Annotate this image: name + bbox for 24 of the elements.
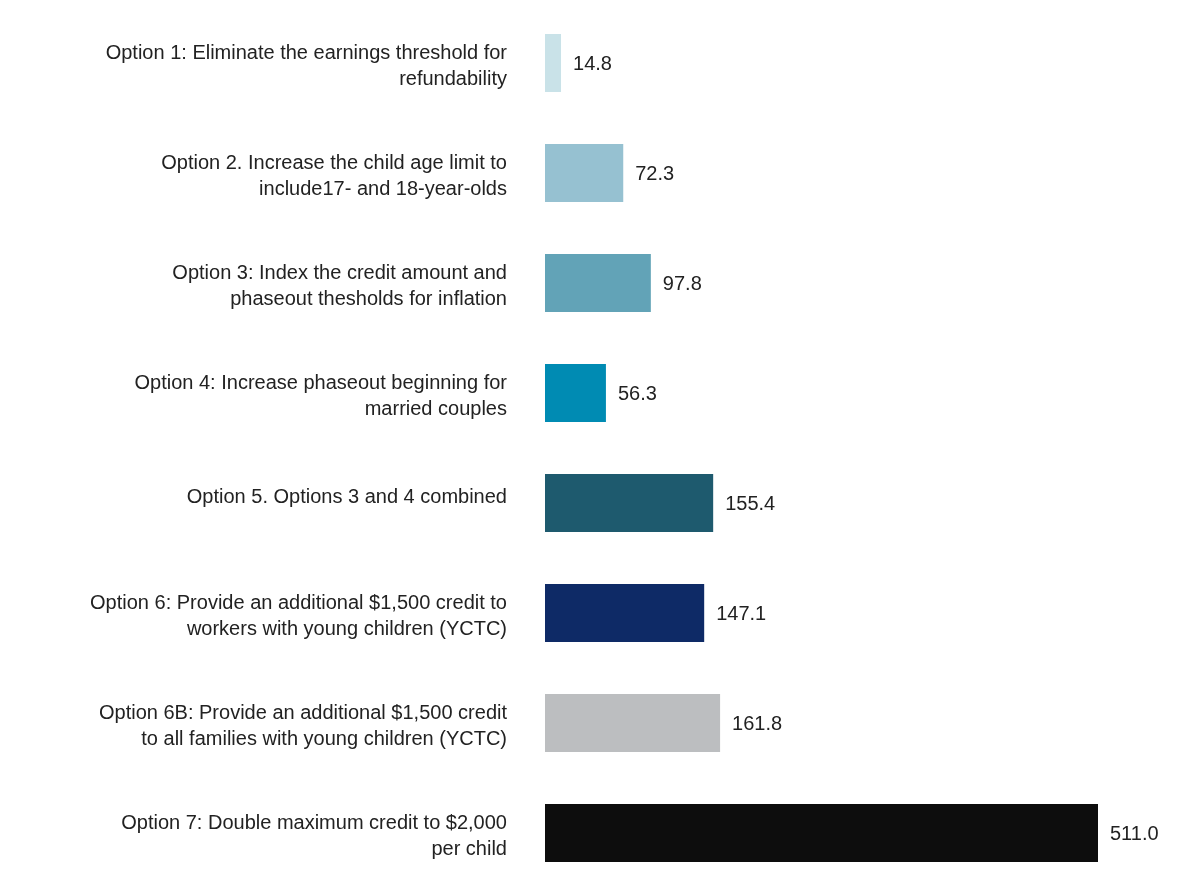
data-label: 56.3 (617, 382, 657, 405)
bar (545, 804, 1098, 862)
y-tick-label: Option 2. Increase the child age limit to include17- and 18-year-olds (161, 151, 507, 199)
bar (545, 34, 562, 92)
data-label: 14.8 (573, 52, 612, 75)
data-label: 511.0 (1110, 822, 1159, 845)
bar (545, 474, 714, 532)
bar (545, 364, 606, 422)
data-label: 97.8 (662, 272, 702, 295)
bar (545, 144, 624, 202)
y-tick-label: Option 4: Increase phaseout beginning for married couples (134, 371, 508, 419)
y-tick-label: Option 6B: Provide an additional $1,500 credit to all families with young children (YCTC) (98, 701, 508, 749)
bar (545, 584, 705, 642)
y-tick-label: Option 5. Options 3 and 4 combined (186, 485, 507, 507)
bar (545, 694, 721, 752)
bar (545, 254, 651, 312)
y-tick-label: Option 7: Double maximum credit to $2,000 per child (121, 811, 507, 859)
data-label: 155.4 (725, 492, 776, 515)
data-label: 161.8 (732, 712, 783, 735)
data-label: 72.3 (635, 162, 675, 185)
y-tick-label: Option 1: Eliminate the earnings threshold for refundability (105, 41, 508, 89)
y-tick-label: Option 3: Index the credit amount and phaseout thesholds for inflation (172, 261, 507, 309)
data-label: 147.1 (716, 602, 767, 625)
y-tick-label: Option 6: Provide an additional $1,500 credit to workers with young children (YCTC) (90, 591, 507, 639)
